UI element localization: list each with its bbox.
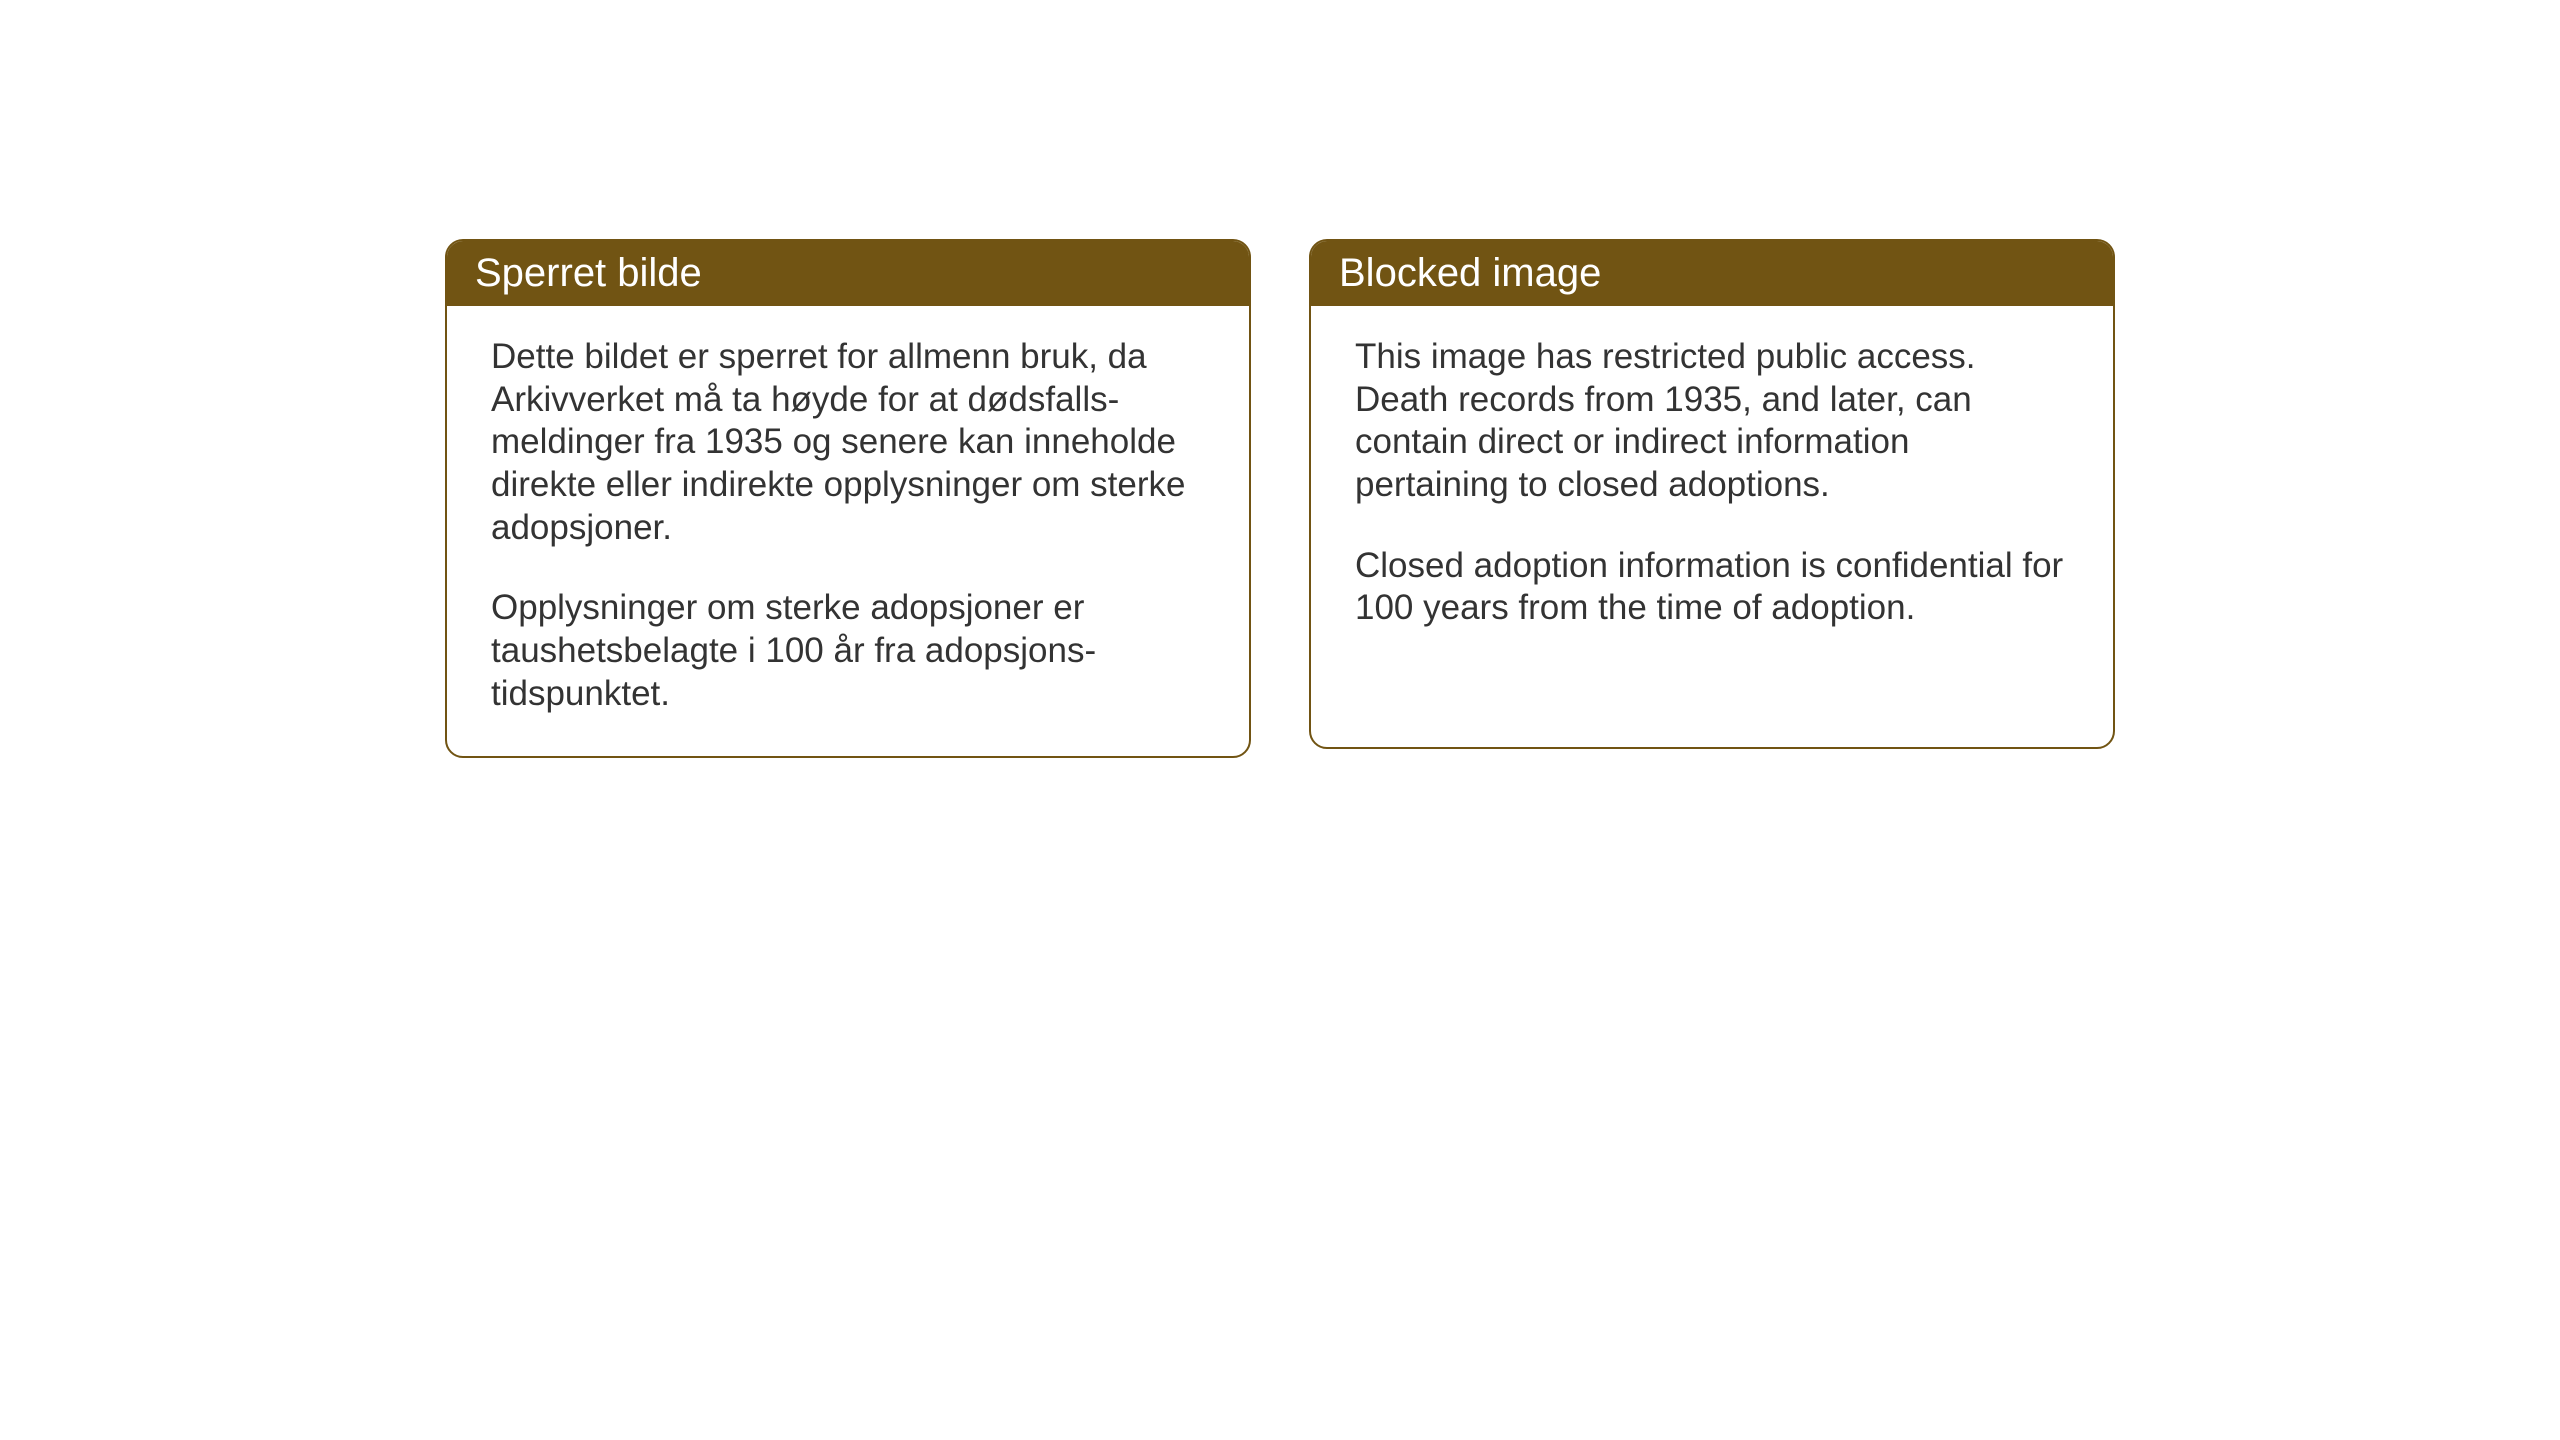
card-title-english: Blocked image (1339, 251, 1601, 295)
card-header-english: Blocked image (1311, 241, 2113, 306)
card-title-norwegian: Sperret bilde (475, 251, 702, 295)
notice-card-english: Blocked image This image has restricted … (1309, 239, 2115, 749)
card-paragraph-1-english: This image has restricted public access.… (1355, 336, 2069, 507)
notice-card-norwegian: Sperret bilde Dette bildet er sperret fo… (445, 239, 1251, 758)
notice-cards-container: Sperret bilde Dette bildet er sperret fo… (445, 239, 2115, 758)
card-body-norwegian: Dette bildet er sperret for allmenn bruk… (447, 306, 1249, 756)
card-paragraph-2-english: Closed adoption information is confident… (1355, 545, 2069, 630)
card-paragraph-2-norwegian: Opplysninger om sterke adopsjoner er tau… (491, 587, 1205, 715)
card-header-norwegian: Sperret bilde (447, 241, 1249, 306)
card-body-english: This image has restricted public access.… (1311, 306, 2113, 670)
card-paragraph-1-norwegian: Dette bildet er sperret for allmenn bruk… (491, 336, 1205, 549)
